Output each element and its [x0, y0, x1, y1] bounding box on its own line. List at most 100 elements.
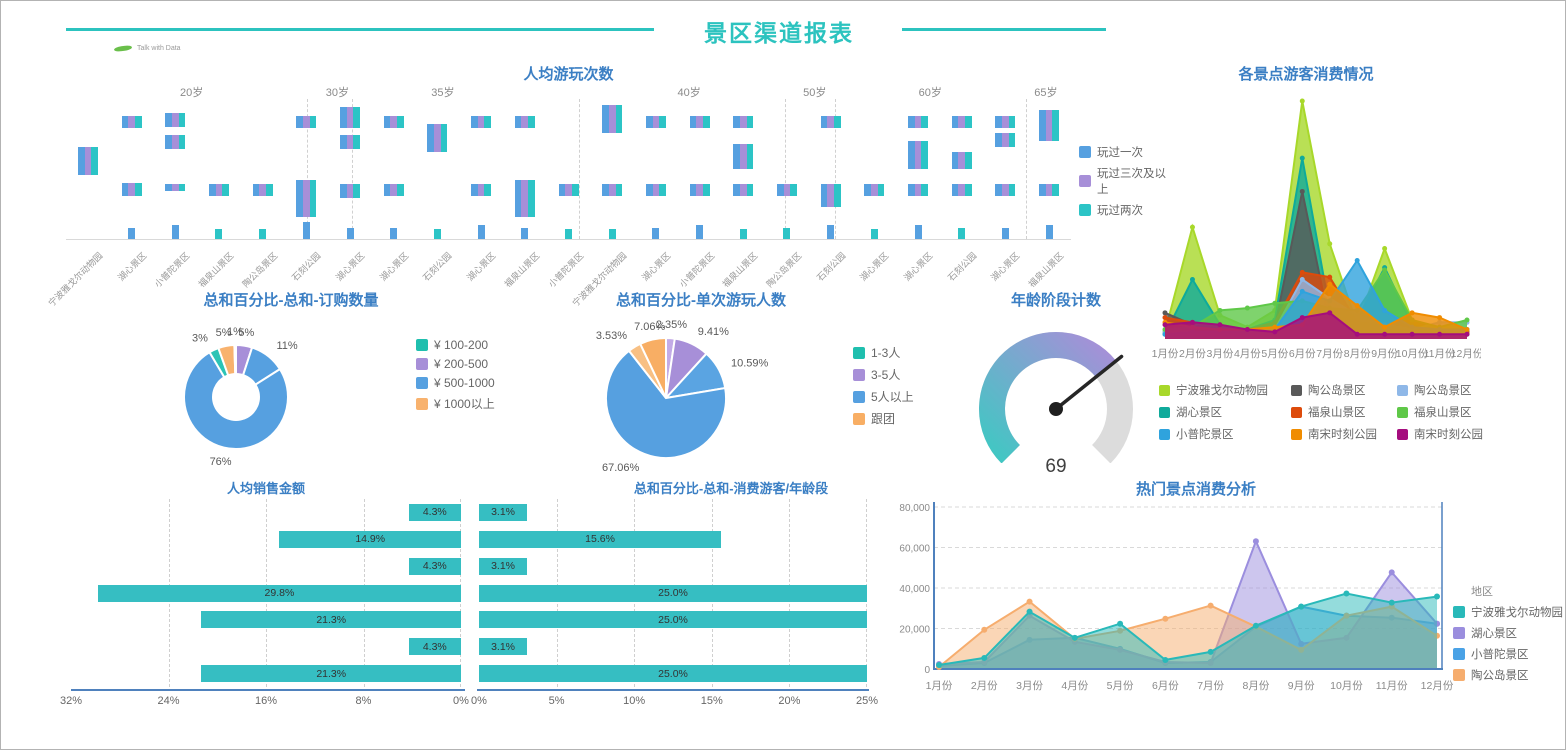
- bar-group[interactable]: [165, 135, 186, 150]
- bar[interactable]: 4.3%: [408, 503, 461, 521]
- data-point[interactable]: [1464, 331, 1470, 337]
- bar[interactable]: [914, 225, 922, 239]
- bar[interactable]: 25.0%: [479, 584, 867, 602]
- data-point[interactable]: [1162, 310, 1168, 316]
- bar[interactable]: [783, 227, 791, 239]
- bar-group[interactable]: [121, 115, 142, 129]
- data-point[interactable]: [1327, 274, 1333, 280]
- visits-legend-item[interactable]: 玩过一次: [1079, 144, 1169, 160]
- data-point[interactable]: [1252, 538, 1259, 545]
- bar-group[interactable]: [995, 115, 1016, 129]
- bar-group[interactable]: [471, 184, 492, 196]
- data-point[interactable]: [1162, 315, 1168, 321]
- bar[interactable]: [346, 227, 354, 239]
- bar[interactable]: [477, 225, 485, 239]
- data-point[interactable]: [1207, 602, 1214, 609]
- data-point[interactable]: [1327, 241, 1333, 247]
- bar-group[interactable]: [383, 115, 404, 129]
- bar-group[interactable]: [208, 184, 229, 196]
- pie-legend-item[interactable]: 跟团: [853, 410, 943, 427]
- bar[interactable]: [128, 227, 136, 239]
- spot-legend-item[interactable]: 湖心景区: [1159, 404, 1291, 420]
- data-point[interactable]: [1382, 307, 1388, 313]
- bar[interactable]: 14.9%: [279, 530, 461, 548]
- bar[interactable]: [521, 227, 529, 239]
- spot-legend-item[interactable]: 福泉山景区: [1291, 404, 1397, 420]
- bar[interactable]: [302, 222, 310, 239]
- bar-group[interactable]: [951, 115, 972, 129]
- area-series[interactable]: [1165, 260, 1467, 340]
- hot-legend-item[interactable]: 陶公岛景区: [1453, 667, 1565, 683]
- bar-group[interactable]: [951, 152, 972, 169]
- bar-group[interactable]: [602, 104, 623, 133]
- bar-group[interactable]: [645, 184, 666, 196]
- data-point[interactable]: [1327, 310, 1333, 316]
- bar-group[interactable]: [602, 184, 623, 196]
- bar-group[interactable]: [514, 180, 535, 217]
- bar-group[interactable]: [951, 184, 972, 196]
- bar-group[interactable]: [689, 184, 710, 196]
- bar[interactable]: 4.3%: [408, 638, 461, 656]
- data-point[interactable]: [1437, 315, 1443, 321]
- donut-legend-item[interactable]: ¥ 100-200: [416, 338, 526, 352]
- bar-group[interactable]: [645, 115, 666, 129]
- data-point[interactable]: [1298, 603, 1305, 610]
- bar[interactable]: 25.0%: [479, 665, 867, 683]
- hot-legend-item[interactable]: 宁波雅戈尔动物园: [1453, 604, 1565, 620]
- bar[interactable]: [652, 227, 660, 239]
- hot-legend-item[interactable]: 湖心景区: [1453, 625, 1565, 641]
- bar-group[interactable]: [733, 115, 754, 129]
- bar-group[interactable]: [252, 184, 273, 196]
- donut-legend-item[interactable]: ¥ 1000以上: [416, 395, 526, 412]
- data-point[interactable]: [1162, 656, 1169, 663]
- data-point[interactable]: [1382, 331, 1388, 337]
- bar-group[interactable]: [995, 184, 1016, 196]
- bar[interactable]: 3.1%: [479, 638, 528, 656]
- bar-group[interactable]: [296, 115, 317, 129]
- bar-group[interactable]: [165, 113, 186, 127]
- bar-group[interactable]: [820, 184, 841, 207]
- bar-group[interactable]: [776, 184, 797, 196]
- area-series[interactable]: [939, 593, 1437, 669]
- bar-group[interactable]: [121, 183, 142, 196]
- bar-group[interactable]: [471, 115, 492, 129]
- data-point[interactable]: [1244, 305, 1250, 311]
- spot-legend-item[interactable]: 陶公岛景区: [1291, 382, 1397, 398]
- bar[interactable]: [390, 227, 398, 239]
- donut-legend-item[interactable]: ¥ 500-1000: [416, 376, 526, 390]
- data-point[interactable]: [1409, 331, 1415, 337]
- bar-group[interactable]: [995, 132, 1016, 147]
- area-series[interactable]: [1165, 312, 1467, 339]
- bar[interactable]: [1045, 225, 1053, 239]
- bar-group[interactable]: [427, 124, 448, 153]
- bar-group[interactable]: [383, 184, 404, 196]
- data-point[interactable]: [1388, 599, 1395, 606]
- bar[interactable]: 3.1%: [479, 503, 528, 521]
- data-point[interactable]: [1207, 648, 1214, 655]
- spot-legend-item[interactable]: 南宋时刻公园: [1397, 426, 1493, 442]
- bar[interactable]: [259, 229, 267, 239]
- bar[interactable]: [565, 229, 572, 239]
- data-point[interactable]: [1252, 622, 1259, 629]
- data-point[interactable]: [1299, 315, 1305, 321]
- bar[interactable]: 3.1%: [479, 557, 528, 575]
- data-point[interactable]: [1299, 155, 1305, 161]
- bar-group[interactable]: [340, 184, 361, 199]
- bar-group[interactable]: [820, 115, 841, 129]
- area-series[interactable]: [1165, 191, 1467, 339]
- data-point[interactable]: [1244, 326, 1250, 332]
- bar-group[interactable]: [340, 107, 361, 129]
- bar-group[interactable]: [1039, 184, 1060, 196]
- bar[interactable]: [696, 225, 704, 239]
- data-point[interactable]: [1189, 224, 1195, 230]
- data-point[interactable]: [1272, 324, 1278, 330]
- data-point[interactable]: [1299, 277, 1305, 282]
- bar-group[interactable]: [77, 146, 98, 175]
- data-point[interactable]: [1189, 277, 1195, 282]
- spot-legend-item[interactable]: 小普陀景区: [1159, 426, 1291, 442]
- visits-legend-item[interactable]: 玩过两次: [1079, 202, 1169, 218]
- data-point[interactable]: [1299, 288, 1305, 294]
- bar[interactable]: [827, 225, 835, 239]
- bar-group[interactable]: [165, 184, 186, 192]
- data-point[interactable]: [1382, 246, 1388, 252]
